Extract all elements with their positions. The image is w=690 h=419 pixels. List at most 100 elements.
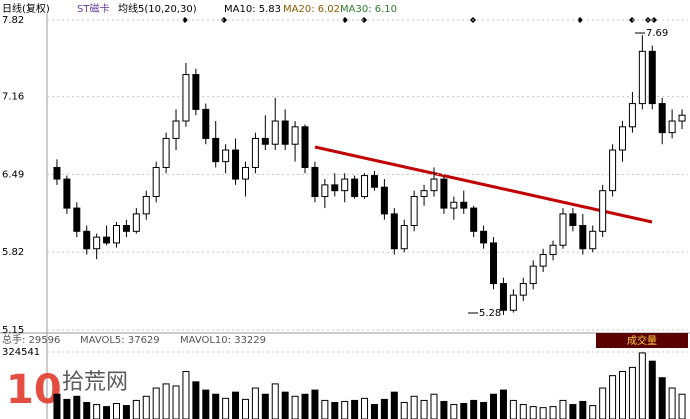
volume-bar bbox=[83, 401, 91, 419]
volume-bar bbox=[678, 393, 686, 419]
candle-body bbox=[182, 74, 190, 122]
volume-bar bbox=[132, 399, 140, 419]
candle-body bbox=[569, 213, 577, 227]
candle-body bbox=[490, 242, 498, 285]
candle-body bbox=[103, 236, 111, 244]
volume-bar bbox=[480, 401, 488, 419]
volume-bar bbox=[241, 398, 249, 419]
candle-body bbox=[162, 137, 170, 168]
candle-body bbox=[232, 149, 240, 180]
volume-bar bbox=[291, 395, 299, 419]
candle-body bbox=[589, 230, 597, 250]
candle-body bbox=[361, 175, 369, 197]
candle-body bbox=[341, 178, 349, 192]
candle-body bbox=[390, 213, 398, 250]
volume-bar bbox=[410, 395, 418, 419]
volume-bar bbox=[251, 387, 259, 419]
ma30: MA30: 6.10 bbox=[340, 4, 397, 15]
volume-bar bbox=[400, 401, 408, 419]
volume-bar bbox=[142, 395, 150, 419]
candle-body bbox=[73, 207, 81, 232]
candle-body bbox=[142, 195, 150, 215]
volume-bar bbox=[529, 406, 537, 419]
volume-bar bbox=[648, 360, 656, 419]
candle-body bbox=[549, 244, 557, 256]
ma20: MA20: 6.02 bbox=[283, 4, 340, 15]
candle-body bbox=[83, 230, 91, 250]
volume-bar bbox=[628, 366, 636, 419]
volume-bar bbox=[658, 377, 666, 419]
candle-body bbox=[628, 103, 636, 128]
volume-bar bbox=[370, 404, 378, 419]
volume-bar bbox=[440, 400, 448, 419]
volume-bar bbox=[172, 385, 180, 419]
candle-body bbox=[261, 137, 269, 145]
candle-body bbox=[212, 137, 220, 163]
volume-bar bbox=[420, 399, 428, 419]
candle-body bbox=[678, 114, 686, 122]
volume-bar bbox=[569, 404, 577, 419]
candle-body bbox=[519, 283, 527, 296]
volume-bar bbox=[519, 404, 527, 419]
candle-body bbox=[63, 178, 71, 209]
volume-bar bbox=[53, 393, 61, 419]
candle-body bbox=[301, 126, 309, 168]
candle-body bbox=[668, 120, 676, 134]
candle-body bbox=[271, 120, 279, 145]
volume-tick-label: 324541 bbox=[2, 347, 40, 358]
volume-bar bbox=[122, 405, 130, 419]
volume-bar bbox=[668, 387, 676, 419]
candle-body bbox=[251, 137, 259, 168]
candle-body bbox=[241, 166, 249, 180]
candle-body bbox=[400, 225, 408, 250]
candle-body bbox=[132, 213, 140, 232]
trend-line bbox=[314, 145, 653, 224]
candle-body bbox=[172, 120, 180, 139]
watermark-text: 拾荒网 bbox=[62, 370, 128, 395]
candle-body bbox=[499, 283, 507, 311]
volume-bar bbox=[232, 391, 240, 419]
ma-label: 均线5(10,20,30) bbox=[118, 2, 197, 15]
volume-bar bbox=[549, 406, 557, 419]
volume-bar bbox=[73, 395, 81, 419]
mavol10: MAVOL10: 33229 bbox=[180, 335, 266, 346]
annotation: 5.28 bbox=[479, 308, 501, 319]
volume-bar bbox=[162, 383, 170, 419]
volume-bar bbox=[450, 404, 458, 419]
volume-tab[interactable] bbox=[596, 333, 688, 348]
candle-body bbox=[638, 50, 646, 105]
candle-body bbox=[460, 201, 468, 209]
volume-bar bbox=[301, 393, 309, 419]
candle-body bbox=[420, 190, 428, 197]
volume-bar bbox=[589, 405, 597, 419]
volume-bar bbox=[222, 397, 230, 419]
volume-bar bbox=[619, 371, 627, 419]
volume-bar bbox=[509, 399, 517, 419]
candle-body bbox=[122, 225, 130, 232]
candle-body bbox=[410, 195, 418, 227]
volume-bar bbox=[470, 399, 478, 419]
candle-body bbox=[53, 166, 61, 180]
volume-bar bbox=[261, 393, 269, 419]
candle-body bbox=[470, 207, 478, 232]
candle-body bbox=[609, 149, 617, 192]
candle-body bbox=[509, 294, 517, 311]
volume-bar bbox=[202, 389, 210, 419]
volume-bar bbox=[579, 400, 587, 419]
volume-title[interactable]: 成交量 bbox=[627, 334, 657, 347]
volume-bar bbox=[112, 403, 120, 419]
ma10: MA10: 5.83 bbox=[224, 4, 281, 15]
volume-bar bbox=[460, 403, 468, 419]
candle-body bbox=[152, 166, 160, 197]
volume-bar bbox=[103, 406, 111, 419]
candle-body bbox=[93, 236, 101, 250]
candle-body bbox=[440, 178, 448, 209]
candle-body bbox=[539, 254, 547, 267]
candle-body bbox=[480, 230, 488, 244]
volume-bar bbox=[321, 399, 329, 419]
candle-body bbox=[648, 50, 656, 105]
watermark-number: 10 bbox=[6, 367, 62, 413]
candle-body bbox=[579, 225, 587, 250]
